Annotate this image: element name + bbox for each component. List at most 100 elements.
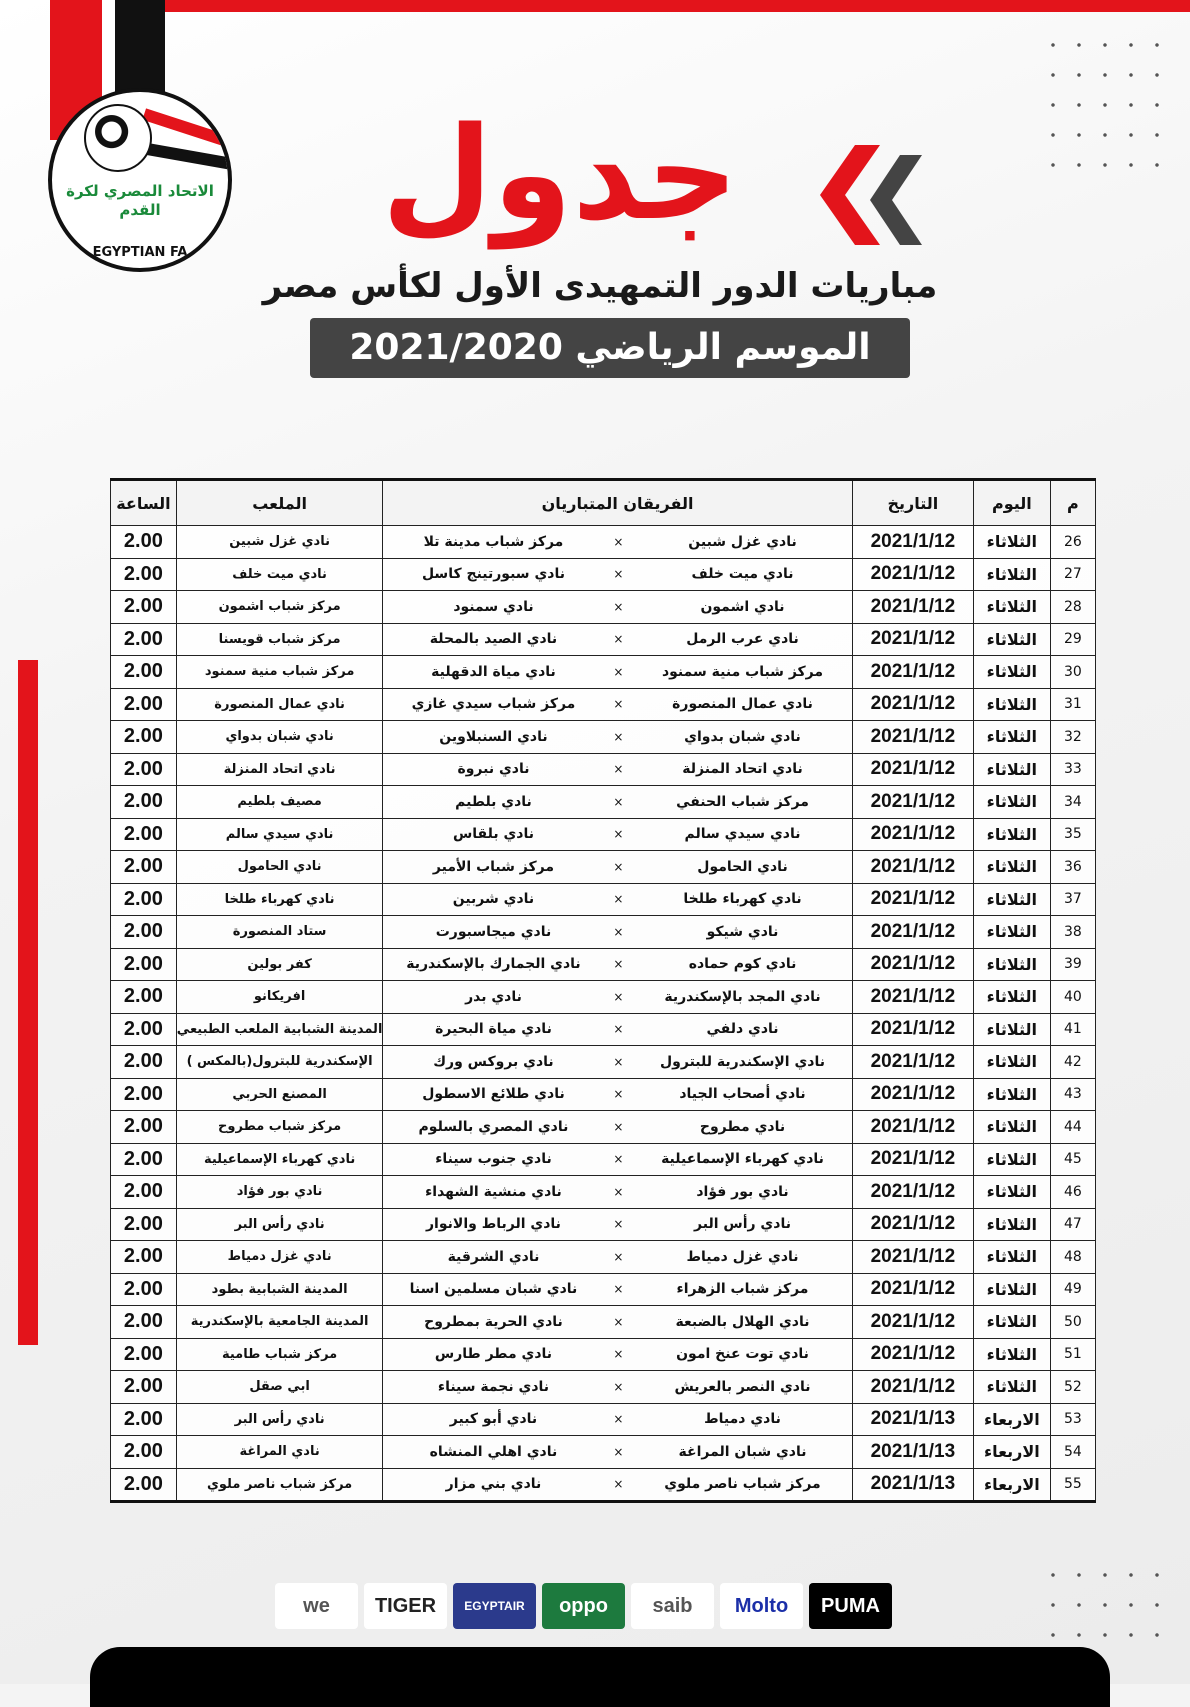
cell-venue: المدينة الشبابية الملعب الطبيعي xyxy=(175,1012,384,1046)
cell-date: 2021/1/12 xyxy=(851,1272,975,1306)
cell-away: نادي منشية الشهداء xyxy=(382,1175,604,1209)
sponsor-logo-we: we xyxy=(275,1583,358,1629)
cell-away: نادي بني مزار xyxy=(382,1467,604,1503)
cell-away: نادي مياة البحيرة xyxy=(382,1012,604,1046)
cell-home: نادي عمال المنصورة xyxy=(633,687,853,721)
vs-separator: × xyxy=(603,850,634,884)
cell-num: 34 xyxy=(1049,785,1097,819)
vs-separator: × xyxy=(603,882,634,916)
cell-date: 2021/1/12 xyxy=(851,882,975,916)
cell-venue: نادي عمال المنصورة xyxy=(175,687,384,721)
cell-date: 2021/1/13 xyxy=(851,1402,975,1436)
cell-time: 2.00 xyxy=(110,817,177,851)
table-row: 48 الثلاثاء 2021/1/12 نادي غزل دمياط × نادي ا… xyxy=(110,1240,1097,1274)
vs-separator: × xyxy=(603,1012,634,1046)
vs-separator: × xyxy=(603,720,634,754)
cell-num: 33 xyxy=(1049,752,1097,786)
cell-day: الاربعاء xyxy=(973,1402,1051,1436)
cell-date: 2021/1/12 xyxy=(851,915,975,949)
cell-venue: مركز شباب مطروح xyxy=(175,1110,384,1144)
cell-home: نادي رأس البر xyxy=(633,1207,853,1241)
cell-day: الثلاثاء xyxy=(973,687,1051,721)
cell-away: نادي الحرية بمطروح xyxy=(382,1305,604,1339)
cell-num: 51 xyxy=(1049,1337,1097,1371)
cell-num: 41 xyxy=(1049,1012,1097,1046)
cell-date: 2021/1/12 xyxy=(851,947,975,981)
cell-time: 2.00 xyxy=(110,687,177,721)
table-row: 26 الثلاثاء 2021/1/12 نادي غزل شبين × مركز شب… xyxy=(110,525,1097,559)
table-row: 34 الثلاثاء 2021/1/12 مركز شباب الحنفي × نادي… xyxy=(110,785,1097,819)
vs-separator: × xyxy=(603,980,634,1014)
cell-away: نادي مطر طارس xyxy=(382,1337,604,1371)
bottom-black-bar xyxy=(90,1647,1110,1707)
cell-away: نادي الرباط والانوار xyxy=(382,1207,604,1241)
cell-day: الثلاثاء xyxy=(973,622,1051,656)
cell-time: 2.00 xyxy=(110,915,177,949)
cell-day: الثلاثاء xyxy=(973,525,1051,559)
cell-away: نادي ميجاسبورت xyxy=(382,915,604,949)
vs-separator: × xyxy=(603,1435,634,1469)
cell-date: 2021/1/12 xyxy=(851,557,975,591)
cell-num: 53 xyxy=(1049,1402,1097,1436)
cell-date: 2021/1/13 xyxy=(851,1435,975,1469)
cell-num: 48 xyxy=(1049,1240,1097,1274)
cell-away: نادي شربين xyxy=(382,882,604,916)
cell-home: نادي كهرباء طلخا xyxy=(633,882,853,916)
cell-date: 2021/1/12 xyxy=(851,1337,975,1371)
cell-home: مركز شباب منية سمنود xyxy=(633,655,853,689)
table-row: 28 الثلاثاء 2021/1/12 نادي اشمون × نادي سمنود… xyxy=(110,590,1097,624)
cell-venue: مركز شباب قويسنا xyxy=(175,622,384,656)
cell-day: الثلاثاء xyxy=(973,817,1051,851)
cell-day: الثلاثاء xyxy=(973,980,1051,1014)
cell-day: الثلاثاء xyxy=(973,1110,1051,1144)
cell-away: نادي نجمة سيناء xyxy=(382,1370,604,1404)
cell-home: نادي توت عنخ امون xyxy=(633,1337,853,1371)
cell-num: 44 xyxy=(1049,1110,1097,1144)
table-row: 38 الثلاثاء 2021/1/12 نادي شيكو × نادي ميجاسب… xyxy=(110,915,1097,949)
cell-home: نادي شبان بدواي xyxy=(633,720,853,754)
cell-date: 2021/1/12 xyxy=(851,1142,975,1176)
vs-separator: × xyxy=(603,752,634,786)
cell-num: 37 xyxy=(1049,882,1097,916)
cell-home: نادي كوم حماده xyxy=(633,947,853,981)
cell-day: الثلاثاء xyxy=(973,590,1051,624)
cell-home: نادي النصر بالعريش xyxy=(633,1370,853,1404)
cell-day: الثلاثاء xyxy=(973,1305,1051,1339)
header-day: اليوم xyxy=(973,478,1051,526)
vs-separator: × xyxy=(603,622,634,656)
cell-venue: نادي غزل دمياط xyxy=(175,1240,384,1274)
cell-date: 2021/1/12 xyxy=(851,1012,975,1046)
cell-away: نادي الشرقية xyxy=(382,1240,604,1274)
table-body: 26 الثلاثاء 2021/1/12 نادي غزل شبين × مركز شب… xyxy=(110,525,1097,1503)
cell-time: 2.00 xyxy=(110,655,177,689)
table-row: 49 الثلاثاء 2021/1/12 مركز شباب الزهراء × ناد… xyxy=(110,1272,1097,1306)
cell-home: نادي غزل شبين xyxy=(633,525,853,559)
cell-time: 2.00 xyxy=(110,1012,177,1046)
table-row: 55 الاربعاء 2021/1/13 مركز شباب ناصر ملوي × ن… xyxy=(110,1467,1097,1503)
cell-date: 2021/1/12 xyxy=(851,720,975,754)
cell-home: نادي مطروح xyxy=(633,1110,853,1144)
cell-venue: نادي بور فؤاد xyxy=(175,1175,384,1209)
cell-num: 45 xyxy=(1049,1142,1097,1176)
cell-venue: نادي المراغة xyxy=(175,1435,384,1469)
page-subtitle: مباريات الدور التمهيدى الأول لكأس مصر xyxy=(262,266,938,306)
cell-away: نادي بلقاس xyxy=(382,817,604,851)
cell-away: نادي مياة الدقهلية xyxy=(382,655,604,689)
table-row: 44 الثلاثاء 2021/1/12 نادي مطروح × نادي المصر… xyxy=(110,1110,1097,1144)
table-row: 51 الثلاثاء 2021/1/12 نادي توت عنخ امون × ناد… xyxy=(110,1337,1097,1371)
cell-date: 2021/1/12 xyxy=(851,1045,975,1079)
cell-home: نادي غزل دمياط xyxy=(633,1240,853,1274)
vs-separator: × xyxy=(603,1045,634,1079)
cell-date: 2021/1/12 xyxy=(851,590,975,624)
sponsor-logo-puma: PUMA xyxy=(809,1583,892,1629)
sponsor-logo-molto: Molto xyxy=(720,1583,803,1629)
vs-separator: × xyxy=(603,1370,634,1404)
cell-num: 29 xyxy=(1049,622,1097,656)
cell-day: الثلاثاء xyxy=(973,1240,1051,1274)
table-row: 52 الثلاثاء 2021/1/12 نادي النصر بالعريش × نا… xyxy=(110,1370,1097,1404)
cell-away: نادي الجمارك بالإسكندرية xyxy=(382,947,604,981)
cell-date: 2021/1/12 xyxy=(851,1370,975,1404)
cell-time: 2.00 xyxy=(110,1435,177,1469)
header-teams: الفريقان المتباريان xyxy=(382,478,853,526)
cell-venue: مركز شباب منية سمنود xyxy=(175,655,384,689)
